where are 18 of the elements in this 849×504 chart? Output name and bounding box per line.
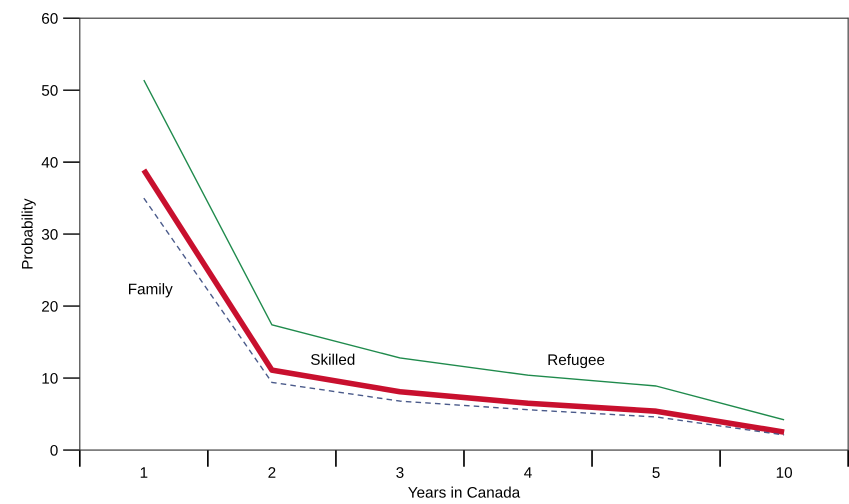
x-tick-label: 10 <box>776 467 792 478</box>
x-tick-label: 3 <box>396 467 404 478</box>
y-tick-label: 40 <box>42 156 58 168</box>
y-tick-label: 30 <box>42 228 58 240</box>
y-tick-label: 60 <box>42 13 58 24</box>
x-tick-label: 5 <box>652 467 660 478</box>
y-axis-title: Probability <box>21 198 36 269</box>
x-tick-label: 2 <box>268 467 276 478</box>
x-tick-label: 4 <box>524 467 532 478</box>
x-tick-label: 1 <box>140 467 148 478</box>
y-tick-label: 10 <box>42 372 58 384</box>
y-tick-label: 0 <box>50 444 58 456</box>
series-label: Skilled <box>311 354 354 365</box>
y-tick-label: 50 <box>42 85 58 96</box>
series-label: Family <box>129 283 173 298</box>
x-axis-title: Years in Canada <box>408 486 520 498</box>
y-tick-label: 20 <box>42 300 58 312</box>
series-label: Refugee <box>548 354 604 368</box>
